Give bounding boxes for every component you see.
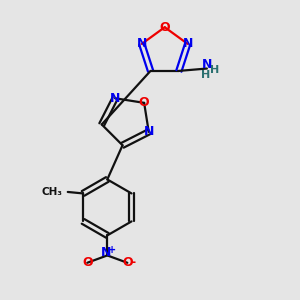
Text: O: O (82, 256, 93, 269)
Text: H: H (210, 65, 219, 75)
Text: H: H (201, 70, 210, 80)
Text: N: N (100, 246, 111, 259)
Text: N: N (144, 125, 154, 138)
Text: +: + (108, 245, 116, 255)
Text: O: O (122, 256, 133, 269)
Text: CH₃: CH₃ (41, 187, 62, 197)
Text: O: O (139, 96, 149, 110)
Text: N: N (182, 38, 193, 50)
Text: N: N (202, 58, 212, 70)
Text: N: N (136, 38, 147, 50)
Text: O: O (159, 21, 170, 34)
Text: N: N (110, 92, 120, 105)
Text: -: - (130, 256, 135, 269)
